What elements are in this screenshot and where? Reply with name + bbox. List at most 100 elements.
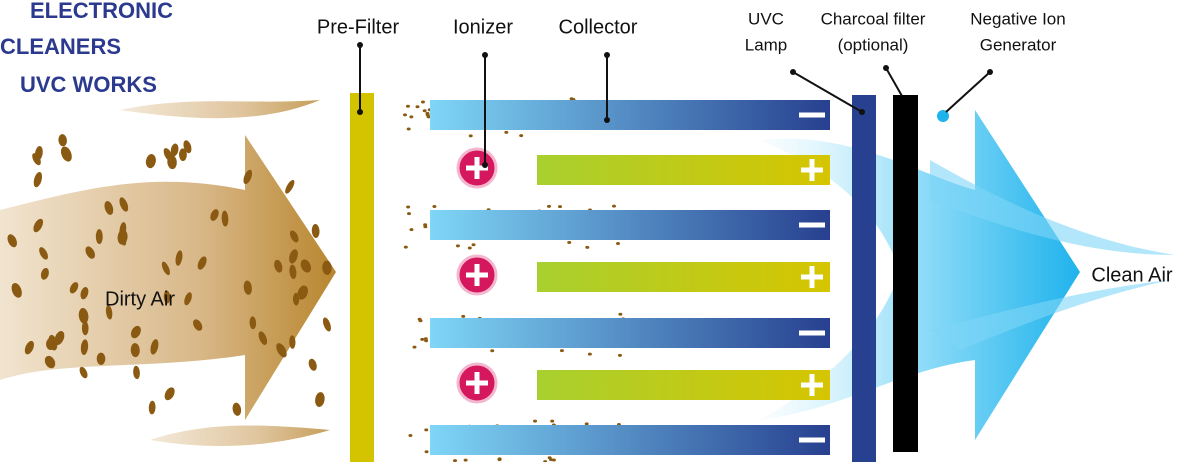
particle [274, 259, 283, 273]
positive-plate [537, 155, 830, 185]
particle [432, 205, 437, 209]
particle [533, 419, 538, 423]
particle [409, 115, 414, 119]
particle [289, 264, 297, 279]
particle [60, 146, 72, 162]
particle [163, 148, 173, 162]
particle [54, 331, 65, 345]
label: Lamp [745, 35, 788, 54]
particle [193, 319, 203, 331]
particle [44, 355, 56, 369]
particle [423, 225, 428, 229]
particle [33, 218, 44, 233]
minus-sign [799, 222, 825, 228]
particle [184, 292, 192, 306]
label: Clean Air [1091, 264, 1172, 286]
particle [551, 458, 556, 462]
particle [150, 339, 159, 355]
particle [311, 224, 320, 238]
label: Charcoal filter [821, 9, 926, 28]
particle [243, 280, 252, 295]
particle [39, 247, 48, 260]
label: Pre-Filter [317, 16, 400, 38]
particle [170, 143, 179, 157]
negative-plate [430, 318, 830, 348]
particle [425, 113, 430, 117]
particle [585, 245, 590, 249]
collector [430, 100, 830, 455]
label: Collector [559, 16, 638, 38]
particle [33, 171, 43, 188]
particle [80, 339, 89, 355]
plus-sign [474, 264, 480, 286]
label: Negative Ion [970, 9, 1065, 28]
label: Generator [980, 35, 1057, 54]
particle [405, 104, 410, 108]
particle [409, 228, 414, 232]
particle [11, 283, 22, 298]
particle [546, 204, 551, 208]
particle [461, 314, 466, 318]
minus-sign [799, 437, 825, 443]
particle [406, 212, 411, 216]
ion-generator [937, 110, 949, 122]
positive-plate [537, 262, 830, 292]
particle [24, 340, 34, 355]
particle [408, 433, 413, 437]
particle [40, 267, 49, 280]
particle [145, 154, 156, 169]
particle [322, 260, 332, 275]
particle [420, 337, 425, 341]
label: (optional) [838, 35, 909, 54]
plus-sign [809, 159, 815, 181]
particle [32, 153, 41, 166]
particle [467, 246, 472, 250]
particle [289, 335, 296, 349]
particle [455, 244, 460, 248]
particle [424, 339, 429, 343]
particle [80, 287, 89, 300]
particle [249, 316, 257, 330]
plus-sign [809, 266, 815, 288]
particle [557, 205, 562, 209]
particle [69, 282, 79, 294]
particle [424, 428, 429, 432]
particle [415, 105, 420, 109]
particle [417, 317, 422, 321]
particle [403, 245, 408, 249]
particle [232, 402, 242, 416]
particle [297, 285, 309, 300]
particle [258, 331, 268, 345]
particle [422, 109, 427, 113]
particle [243, 169, 253, 185]
particle [406, 127, 411, 131]
particle [178, 148, 187, 162]
negative-plate [430, 100, 830, 130]
particle [96, 352, 106, 365]
particle [48, 334, 58, 351]
particle [292, 292, 300, 306]
particle [117, 229, 128, 245]
particle [130, 325, 141, 339]
particle [276, 343, 287, 358]
particle [133, 365, 140, 380]
title-line: CLEANERS [0, 34, 121, 59]
clean-air-arrow [760, 110, 1175, 440]
title-line: ELECTRONIC [30, 0, 173, 23]
particle [289, 230, 299, 243]
particle [85, 246, 95, 259]
particles [7, 97, 626, 462]
particle [322, 317, 331, 332]
particle [78, 307, 89, 324]
plus-sign [474, 372, 480, 394]
particle [559, 349, 564, 353]
particle [420, 100, 425, 104]
particle [403, 113, 408, 117]
minus-sign [799, 112, 825, 118]
particle [615, 242, 620, 246]
particle [289, 249, 298, 264]
particle [163, 290, 171, 304]
particle [584, 422, 589, 426]
particle [497, 458, 502, 462]
